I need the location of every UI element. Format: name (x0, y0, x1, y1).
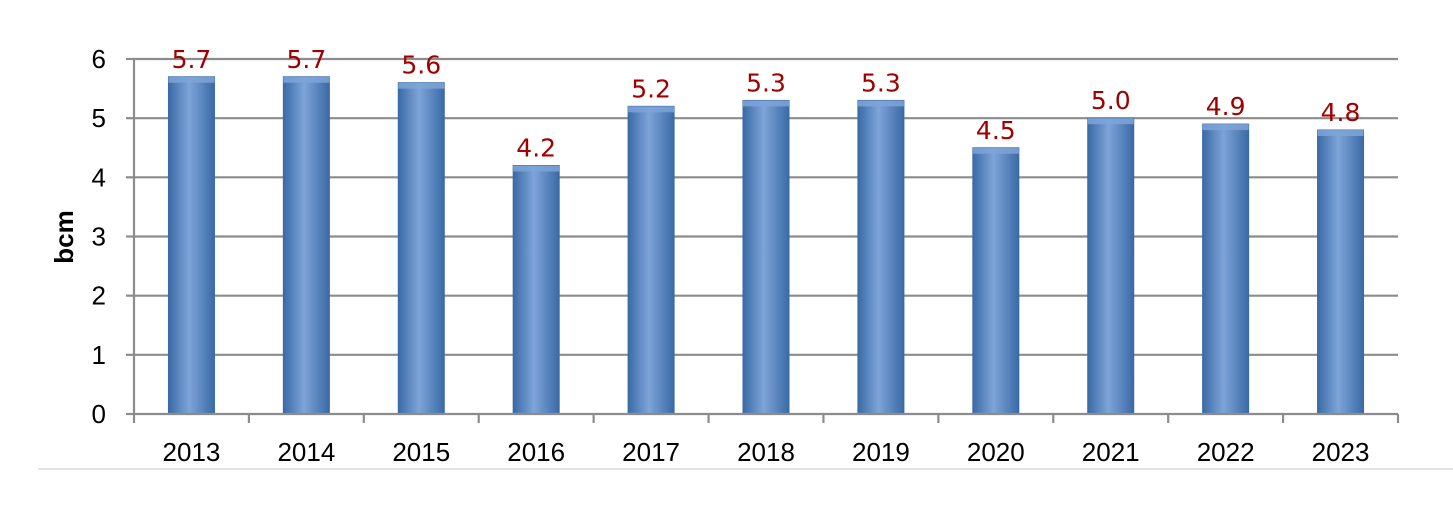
x-tick-label: 2022 (1197, 437, 1255, 467)
data-label-2017: 5.2 (631, 74, 671, 103)
x-tick-label: 2023 (1312, 437, 1370, 467)
bars (167, 76, 1365, 415)
bar-cap-2014 (283, 76, 330, 83)
bar-cap-2020 (972, 147, 1019, 154)
bar-cap-2018 (743, 100, 789, 107)
data-label-2013: 5.7 (172, 45, 212, 74)
x-tick-label: 2016 (507, 437, 565, 467)
y-tick-label: 2 (92, 281, 106, 311)
bar-2017 (627, 105, 675, 415)
bar-cap-2021 (1087, 118, 1134, 125)
x-tick-label: 2021 (1082, 437, 1140, 467)
bar-2014 (282, 76, 330, 415)
x-tick-label: 2014 (277, 437, 335, 467)
y-tick-label: 4 (92, 162, 106, 192)
data-label-2023: 4.8 (1321, 98, 1361, 127)
bar-2013 (167, 76, 215, 415)
bar-cap-2015 (398, 82, 445, 89)
data-label-2018: 5.3 (746, 68, 786, 97)
data-label-2022: 4.9 (1206, 92, 1246, 121)
data-label-2016: 4.2 (516, 134, 556, 163)
y-tick-label: 5 (92, 103, 106, 133)
y-tick-label: 1 (92, 340, 106, 370)
bar-cap-2019 (857, 100, 904, 107)
bar-2016 (512, 165, 560, 415)
x-tick-label: 2020 (967, 437, 1025, 467)
bar-2023 (1317, 129, 1365, 415)
x-tick-label: 2019 (852, 437, 910, 467)
x-tick-label: 2017 (622, 437, 680, 467)
bar-cap-2016 (513, 165, 560, 172)
bar-2020 (972, 147, 1020, 415)
bar-2019 (857, 99, 905, 415)
data-label-2019: 5.3 (861, 68, 901, 97)
y-tick-label: 6 (92, 44, 106, 74)
x-tick-label: 2015 (392, 437, 450, 467)
data-labels: 5.7 5.7 5.6 4.2 5.2 5.3 5.3 4.5 5.0 4.9 4.8 (172, 45, 1361, 163)
y-tick-label: 0 (92, 399, 106, 429)
bar-2018 (742, 99, 790, 415)
data-label-2014: 5.7 (286, 45, 326, 74)
bar-cap-2023 (1317, 130, 1364, 136)
bar-cap-2013 (168, 76, 215, 83)
y-tick-label: 3 (92, 222, 106, 252)
bar-2021 (1087, 117, 1135, 415)
data-label-2015: 5.6 (401, 51, 441, 80)
data-label-2021: 5.0 (1091, 86, 1131, 115)
x-tick-label: 2018 (737, 437, 795, 467)
x-tick-label: 2013 (163, 437, 221, 467)
bar-2015 (397, 82, 445, 415)
bar-2022 (1202, 123, 1250, 415)
y-axis-title: bcm (49, 210, 79, 263)
data-label-2020: 4.5 (976, 116, 1016, 145)
axes: 0 1 2 3 4 5 6 2013 2014 2015 2016 2017 2018 2019 2020 2… (92, 44, 1400, 467)
bar-cap-2017 (628, 106, 675, 113)
bar-cap-2022 (1202, 124, 1249, 131)
